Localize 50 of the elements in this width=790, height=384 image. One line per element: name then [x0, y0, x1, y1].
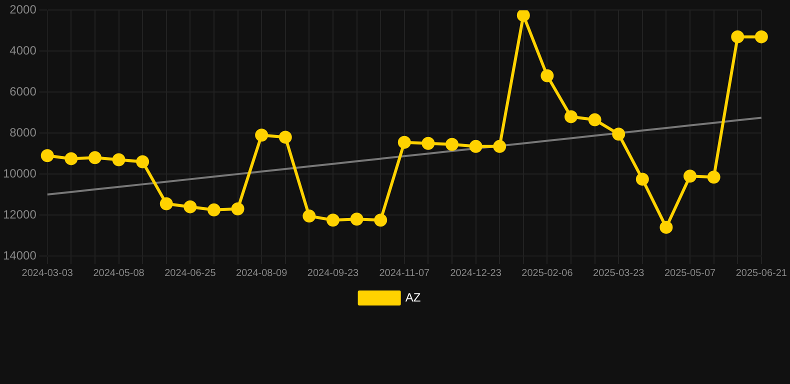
x-tick-label: 2024-11-07 [379, 268, 430, 279]
point [160, 197, 173, 210]
point [707, 170, 720, 184]
point [136, 155, 150, 168]
point [754, 30, 768, 44]
point [469, 140, 482, 153]
y-tick-label: 10000 [2, 166, 37, 180]
point [398, 136, 411, 149]
point [112, 153, 126, 166]
y-tick-label: 12000 [2, 207, 37, 222]
point [350, 212, 364, 226]
x-tick-label: 2024-03-03 [22, 268, 74, 279]
y-tick-label: 6000 [10, 84, 37, 98]
x-tick-label: 2025-02-06 [522, 268, 574, 279]
x-tick-label: 2025-03-23 [593, 268, 645, 279]
point [255, 128, 268, 142]
x-tick-label: 2024-12-23 [450, 268, 502, 279]
y-tick-label: 14000 [2, 248, 37, 262]
point [684, 170, 697, 183]
point [493, 140, 506, 153]
x-tick-label: 2024-09-23 [307, 268, 360, 279]
y-tick-label: 2000 [10, 2, 37, 17]
point [588, 113, 602, 126]
point [184, 200, 197, 214]
x-tick-label: 2025-05-07 [664, 268, 716, 279]
point [636, 172, 649, 186]
point [540, 69, 554, 82]
point [64, 152, 78, 166]
point [302, 210, 316, 223]
x-tick-label: 2025-06-21 [736, 268, 788, 279]
point [326, 214, 340, 227]
x-tick-label: 2024-08-09 [236, 268, 288, 279]
point [564, 110, 578, 124]
point [374, 214, 388, 227]
point [40, 149, 54, 162]
point [516, 10, 530, 22]
legend-label: AZ [405, 290, 421, 304]
y-tick-label: 4000 [10, 43, 37, 58]
point [88, 151, 102, 164]
point [231, 202, 244, 216]
x-tick-label: 2024-06-25 [164, 268, 216, 279]
point [422, 136, 435, 150]
point [731, 30, 744, 44]
point [446, 138, 458, 151]
x-tick-label: 2024-05-08 [93, 268, 145, 279]
y-tick-label: 8000 [10, 125, 37, 140]
point [612, 128, 626, 141]
point [207, 203, 220, 216]
point [660, 220, 673, 234]
point [278, 130, 292, 144]
